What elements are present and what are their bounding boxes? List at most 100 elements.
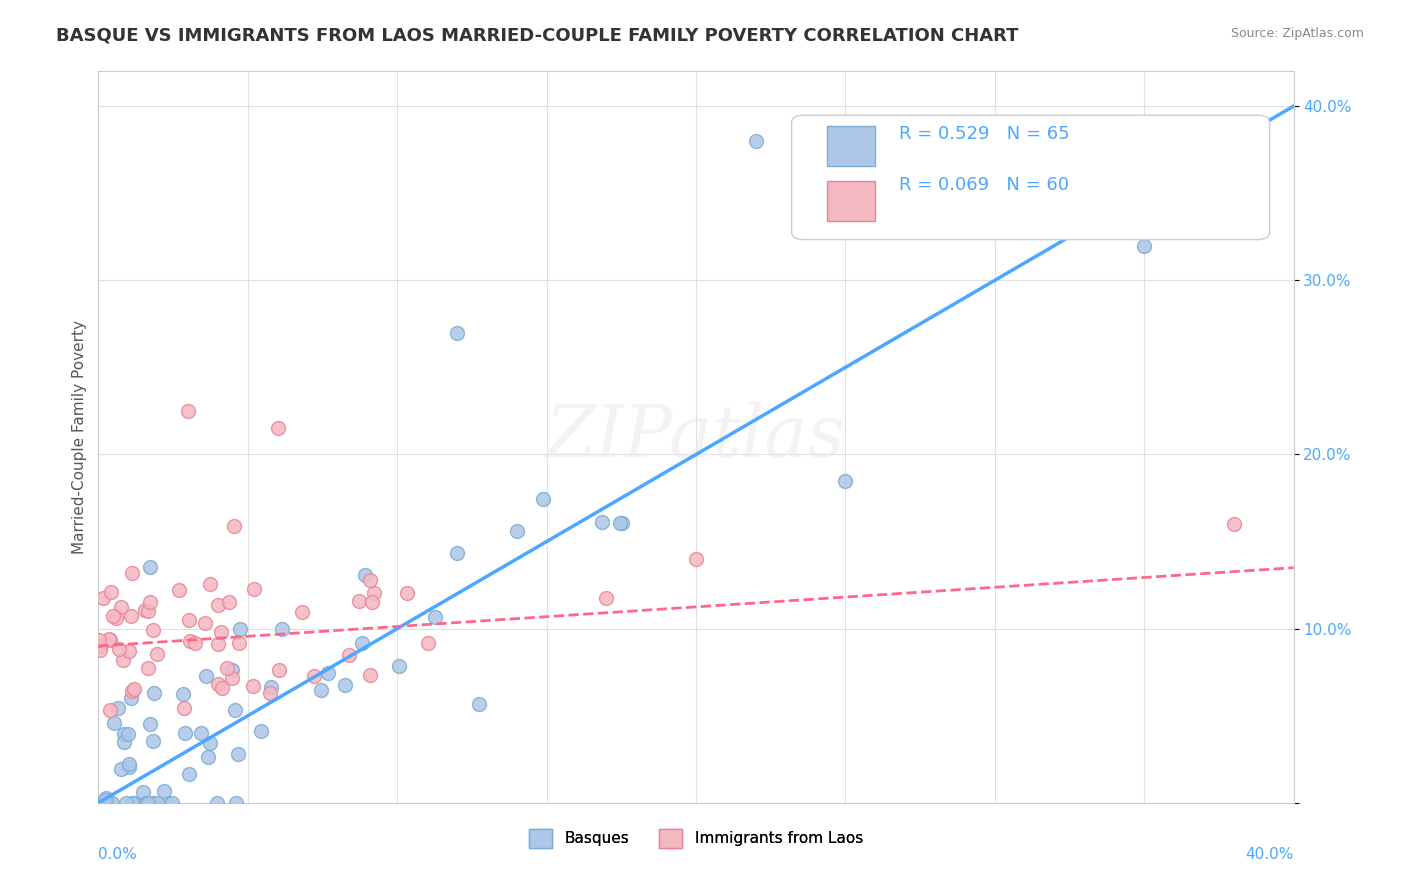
Point (122, 796, 145, 810)
Point (135, 796, 157, 810)
Point (217, 661, 239, 675)
Point (269, 663, 291, 677)
Point (218, 595, 240, 609)
Point (229, 622, 252, 636)
Point (143, 685, 166, 699)
Point (221, 663, 243, 677)
Point (142, 796, 165, 810)
Text: Source: ZipAtlas.com: Source: ZipAtlas.com (1230, 27, 1364, 40)
Point (194, 615, 217, 630)
Point (207, 598, 229, 612)
Point (118, 760, 141, 774)
Point (242, 679, 264, 693)
Point (221, 671, 243, 685)
Point (121, 683, 143, 698)
Point (335, 678, 357, 692)
Point (93, 796, 115, 810)
Text: R = 0.069   N = 60: R = 0.069 N = 60 (900, 176, 1069, 194)
Point (97, 632, 120, 646)
Point (360, 594, 382, 608)
Point (595, 591, 617, 606)
Point (591, 515, 613, 529)
Point (267, 421, 290, 435)
Point (118, 644, 141, 658)
Point (146, 647, 169, 661)
Point (249, 723, 271, 738)
Point (89, 640, 111, 654)
Point (134, 603, 156, 617)
Point (93, 591, 115, 605)
Point (224, 703, 246, 717)
Point (121, 566, 143, 580)
Point (136, 604, 159, 618)
Point (117, 727, 139, 741)
Point (96, 796, 118, 810)
Point (94, 793, 117, 807)
Point (167, 582, 190, 597)
Point (174, 726, 197, 740)
Point (359, 668, 381, 682)
Point (225, 796, 247, 810)
Point (197, 749, 219, 764)
Point (177, 404, 200, 418)
Point (179, 767, 201, 781)
Point (209, 625, 232, 640)
Point (198, 576, 221, 591)
Point (155, 796, 177, 810)
Point (122, 682, 145, 697)
Point (173, 701, 195, 715)
Point (184, 635, 207, 649)
Text: 40.0%: 40.0% (1246, 847, 1294, 862)
Point (132, 785, 155, 799)
Point (359, 573, 381, 587)
Text: R = 0.529   N = 65: R = 0.529 N = 65 (900, 125, 1070, 143)
Point (745, 134, 768, 148)
Point (290, 605, 312, 619)
Point (136, 796, 159, 810)
Point (100, 585, 122, 599)
Point (146, 796, 169, 810)
Point (112, 653, 135, 667)
Point (139, 560, 162, 574)
Point (226, 747, 249, 761)
Point (396, 585, 419, 599)
Point (110, 762, 132, 776)
Point (98, 703, 121, 717)
Point (198, 736, 221, 750)
Point (350, 636, 373, 650)
Point (685, 552, 707, 566)
Point (446, 546, 468, 560)
Point (142, 733, 165, 747)
Point (87, 633, 110, 648)
Text: BASQUE VS IMMIGRANTS FROM LAOS MARRIED-COUPLE FAMILY POVERTY CORRELATION CHART: BASQUE VS IMMIGRANTS FROM LAOS MARRIED-C… (56, 27, 1019, 45)
Point (271, 622, 294, 636)
Point (110, 600, 132, 615)
Point (120, 608, 142, 623)
Point (834, 474, 856, 488)
Point (190, 725, 212, 739)
Point (211, 681, 233, 695)
FancyBboxPatch shape (792, 115, 1270, 240)
Point (153, 783, 176, 797)
Point (311, 683, 333, 698)
Point (177, 613, 200, 627)
Point (418, 636, 440, 650)
Point (120, 691, 142, 706)
Point (446, 326, 468, 340)
Point (354, 568, 377, 582)
Point (207, 676, 229, 690)
Point (609, 516, 631, 530)
Point (142, 623, 165, 637)
Point (363, 586, 385, 600)
Point (228, 636, 250, 650)
Point (243, 582, 266, 596)
Point (423, 609, 446, 624)
Point (179, 633, 201, 648)
Point (1133, 238, 1156, 252)
Point (108, 641, 131, 656)
Point (205, 796, 228, 810)
Point (103, 716, 125, 731)
Point (316, 665, 339, 680)
Point (388, 658, 411, 673)
FancyBboxPatch shape (827, 126, 876, 167)
